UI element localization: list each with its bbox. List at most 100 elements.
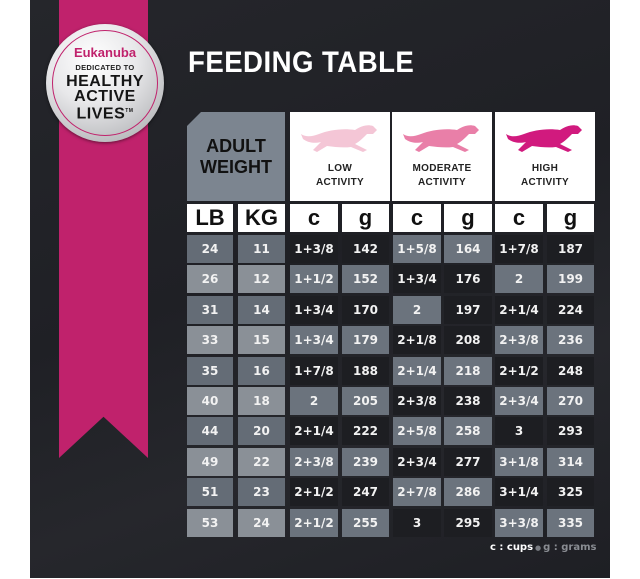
unit-header-2: c — [290, 204, 338, 232]
table-cell: 238 — [444, 387, 492, 415]
table-cell: 16 — [238, 356, 285, 385]
table-cell: 23 — [238, 478, 285, 507]
table-cell: 14 — [238, 295, 285, 324]
table-cell: 277 — [444, 447, 492, 476]
table-cell: 1+3/4 — [290, 295, 338, 324]
table-cell: 2+3/8 — [393, 387, 441, 415]
table-cell: 188 — [342, 356, 389, 385]
table-cell: 15 — [238, 326, 285, 355]
unit-header-1: KG — [238, 204, 285, 232]
table-cell: 2+1/2 — [290, 508, 338, 537]
table-cell: 222 — [342, 417, 389, 446]
running-dog-icon — [403, 125, 479, 152]
table-cell: 239 — [342, 447, 389, 476]
table-cell: 270 — [547, 387, 594, 415]
table-cell: 224 — [547, 295, 594, 324]
page-title: FEEDING TABLE — [188, 46, 415, 79]
table-cell: 2 — [495, 265, 543, 294]
table-cell: 44 — [187, 417, 233, 446]
brand-logo: Eukanuba — [73, 44, 137, 60]
legend-cups: c : cups — [490, 542, 534, 553]
table-cell: 3+3/8 — [495, 508, 543, 537]
table-cell: 18 — [238, 387, 285, 415]
brand-badge: Eukanuba DEDICATED TO HEALTHY ACTIVE LIV… — [46, 24, 164, 142]
badge-line-active: ACTIVE — [74, 87, 136, 105]
table-cell: 2+3/8 — [495, 326, 543, 355]
legend: c : cups ● g : grams — [490, 542, 597, 553]
table-cell: 286 — [444, 478, 492, 507]
table-cell: 295 — [444, 508, 492, 537]
table-cell: 24 — [187, 235, 233, 263]
table-cell: 1+3/4 — [393, 265, 441, 294]
table-cell: 1+7/8 — [290, 356, 338, 385]
table-cell: 248 — [547, 356, 594, 385]
table-cell: 152 — [342, 265, 389, 294]
table-cell: 2 — [290, 387, 338, 415]
unit-header-5: g — [444, 204, 492, 232]
table-cell: 293 — [547, 417, 594, 446]
table-cell: 53 — [187, 508, 233, 537]
table-cell: 2+1/8 — [393, 326, 441, 355]
table-cell: 26 — [187, 265, 233, 294]
table-cell: 179 — [342, 326, 389, 355]
table-cell: 335 — [547, 508, 594, 537]
table-cell: 218 — [444, 356, 492, 385]
unit-header-7: g — [547, 204, 594, 232]
table-cell: 164 — [444, 235, 492, 263]
moderate-activity-header: MODERATE ACTIVITY — [392, 112, 492, 201]
adult-weight-line2: WEIGHT — [200, 156, 272, 177]
table-cell: 2+3/4 — [393, 447, 441, 476]
table-cell: 22 — [238, 447, 285, 476]
unit-header-4: c — [393, 204, 441, 232]
table-cell: 1+1/2 — [290, 265, 338, 294]
unit-header-6: c — [495, 204, 543, 232]
table-cell: 2+3/8 — [290, 447, 338, 476]
table-cell: 1+3/8 — [290, 235, 338, 263]
table-cell: 33 — [187, 326, 233, 355]
table-cell: 2 — [393, 295, 441, 324]
table-cell: 1+3/4 — [290, 326, 338, 355]
table-cell: 3 — [393, 508, 441, 537]
table-cell: 2+1/2 — [290, 478, 338, 507]
unit-header-3: g — [342, 204, 389, 232]
table-cell: 176 — [444, 265, 492, 294]
legend-separator: ● — [535, 544, 542, 552]
high-activity-header: HIGH ACTIVITY — [495, 112, 595, 201]
table-cell: 20 — [238, 417, 285, 446]
table-cell: 2+1/2 — [495, 356, 543, 385]
badge-line-healthy: HEALTHY — [66, 72, 144, 90]
table-cell: 1+7/8 — [495, 235, 543, 263]
table-cell: 325 — [547, 478, 594, 507]
table-cell: 255 — [342, 508, 389, 537]
table-cell: 40 — [187, 387, 233, 415]
table-cell: 31 — [187, 295, 233, 324]
running-dog-icon — [506, 125, 582, 152]
table-cell: 51 — [187, 478, 233, 507]
table-cell: 205 — [342, 387, 389, 415]
table-cell: 2+5/8 — [393, 417, 441, 446]
table-cell: 1+5/8 — [393, 235, 441, 263]
table-cell: 2+3/4 — [495, 387, 543, 415]
unit-header-0: LB — [187, 204, 233, 232]
table-cell: 142 — [342, 235, 389, 263]
low-activity-header: LOW ACTIVITY — [290, 112, 390, 201]
table-cell: 35 — [187, 356, 233, 385]
table-cell: 3+1/8 — [495, 447, 543, 476]
table-cell: 199 — [547, 265, 594, 294]
table-cell: 170 — [342, 295, 389, 324]
table-cell: 11 — [238, 235, 285, 263]
table-cell: 3 — [495, 417, 543, 446]
table-cell: 236 — [547, 326, 594, 355]
table-cell: 197 — [444, 295, 492, 324]
table-cell: 2+7/8 — [393, 478, 441, 507]
table-cell: 3+1/4 — [495, 478, 543, 507]
adult-weight-header: ADULT WEIGHT — [187, 112, 285, 201]
table-cell: 314 — [547, 447, 594, 476]
table-cell: 2+1/4 — [393, 356, 441, 385]
table-cell: 2+1/4 — [290, 417, 338, 446]
table-cell: 12 — [238, 265, 285, 294]
table-cell: 2+1/4 — [495, 295, 543, 324]
table-cell: 258 — [444, 417, 492, 446]
table-cell: 247 — [342, 478, 389, 507]
adult-weight-line1: ADULT — [206, 135, 266, 156]
